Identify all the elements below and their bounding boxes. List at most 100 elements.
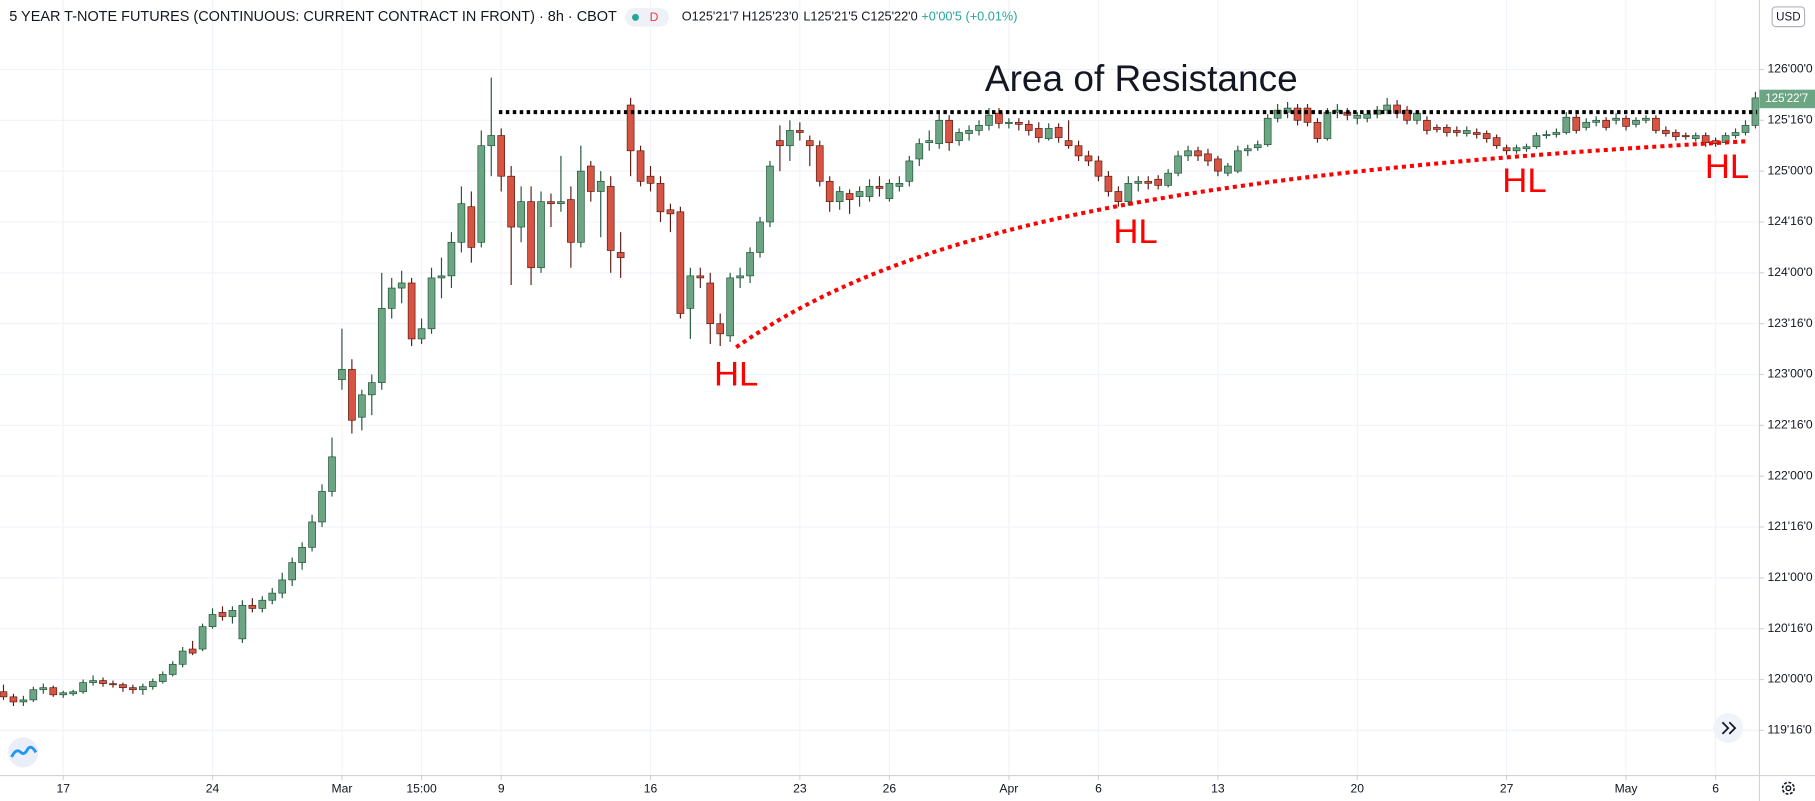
candle-body — [1044, 128, 1053, 139]
candle-body — [885, 182, 894, 199]
candle-body — [288, 562, 296, 581]
symbol-title: 5 YEAR T-NOTE FUTURES (CONTINUOUS: CURRE… — [9, 9, 617, 25]
candle-body — [129, 687, 137, 691]
candle-body — [178, 650, 187, 665]
candle-body — [606, 186, 615, 251]
candle-body — [517, 201, 525, 228]
candle-body — [1313, 121, 1322, 139]
ohlc-change: +0'00'5 (+0.01%) — [921, 9, 1017, 24]
candle-body — [477, 145, 486, 243]
candle-body — [29, 689, 38, 701]
candle-body — [1681, 135, 1690, 138]
candle-body — [387, 287, 396, 309]
candle-body — [776, 140, 784, 147]
y-tick-label: 123'16'0 — [1768, 316, 1813, 330]
candle-body — [109, 683, 117, 686]
candle-body — [577, 170, 585, 243]
candle-body — [139, 686, 147, 691]
badge-bg — [625, 8, 670, 27]
candle-body — [975, 125, 983, 131]
candle-body — [825, 180, 834, 202]
ohlc-close: C125'22'0 — [861, 9, 917, 24]
candle-body — [1492, 137, 1501, 147]
x-tick-label: 13 — [1211, 782, 1225, 796]
y-tick-label: 122'00'0 — [1768, 468, 1813, 482]
support-curve — [735, 139, 1748, 349]
candle-body — [1751, 97, 1760, 126]
candle-body — [208, 614, 217, 628]
y-tick-label: 121'00'0 — [1768, 570, 1813, 584]
x-tick-label: Apr — [999, 782, 1018, 796]
candle-body — [1074, 145, 1083, 157]
candle-body — [308, 521, 316, 548]
candle-body — [1273, 109, 1282, 119]
annotation: HL — [1705, 148, 1749, 186]
candle-body — [686, 275, 695, 309]
annotation: HL — [1502, 162, 1546, 200]
candle-body — [1532, 135, 1541, 148]
candle-body — [268, 592, 277, 601]
candle-body — [796, 130, 804, 133]
candle-body — [198, 626, 207, 650]
candle-body — [348, 369, 356, 421]
currency-box[interactable] — [1771, 6, 1806, 28]
y-tick-label: 120'16'0 — [1768, 621, 1813, 635]
candle-body — [895, 182, 904, 187]
candle-body — [586, 165, 595, 192]
candle-body — [99, 680, 107, 684]
candle-body — [1453, 130, 1461, 133]
candle-body — [228, 610, 237, 617]
candle-body — [1383, 104, 1391, 111]
interval-badge: D — [650, 10, 659, 24]
candle-body — [835, 191, 844, 202]
candle-body — [1084, 155, 1093, 162]
candle-body — [1632, 119, 1640, 125]
status-dot — [632, 13, 639, 21]
candle-body — [865, 186, 874, 197]
candle-body — [407, 282, 416, 340]
candle-body — [1184, 150, 1192, 157]
candle-body — [1164, 172, 1172, 186]
y-tick-label: 124'00'0 — [1768, 265, 1813, 279]
settings-button[interactable] — [1781, 781, 1795, 795]
candle-body — [875, 186, 884, 189]
last-price-label: 125'22'7 — [1765, 93, 1808, 105]
currency-button[interactable]: USD — [1771, 6, 1806, 28]
candle-body — [557, 201, 565, 205]
candle-body — [79, 682, 87, 693]
y-tick-label: 126'00'0 — [1768, 62, 1813, 76]
candle-body — [1462, 130, 1471, 134]
candle-body — [497, 135, 506, 177]
candle-body — [367, 382, 376, 396]
candle-body — [786, 130, 794, 147]
candle-body — [1482, 133, 1491, 139]
candle-body — [1005, 121, 1013, 124]
x-tick-label: 16 — [644, 782, 658, 796]
candle-body — [985, 114, 993, 126]
candle-body — [805, 140, 814, 147]
candle-body — [746, 252, 754, 277]
gear-inner[interactable] — [1785, 785, 1792, 792]
gear-outer[interactable] — [1781, 781, 1795, 795]
candle-body — [815, 145, 824, 182]
candle-body — [1512, 147, 1521, 152]
candle-body — [1612, 117, 1620, 121]
candle-body — [1064, 140, 1073, 147]
candle-body — [328, 456, 336, 492]
x-tick-label: 27 — [1500, 782, 1514, 796]
currency-label[interactable]: USD — [1776, 11, 1800, 23]
candle-body — [1104, 175, 1113, 192]
candle-body — [1134, 180, 1143, 184]
candle-body — [238, 604, 247, 640]
scroll-icon[interactable] — [1721, 721, 1737, 735]
candle-body — [1154, 178, 1163, 186]
candle-body — [1054, 127, 1063, 138]
candle-body — [666, 209, 675, 215]
scroll-button[interactable] — [1713, 713, 1744, 744]
candle-body — [19, 699, 28, 703]
candle-body — [706, 282, 715, 325]
candle-body — [547, 201, 555, 205]
candle-body — [1204, 153, 1212, 162]
candle-body — [507, 175, 515, 228]
candle-body — [1572, 116, 1581, 131]
